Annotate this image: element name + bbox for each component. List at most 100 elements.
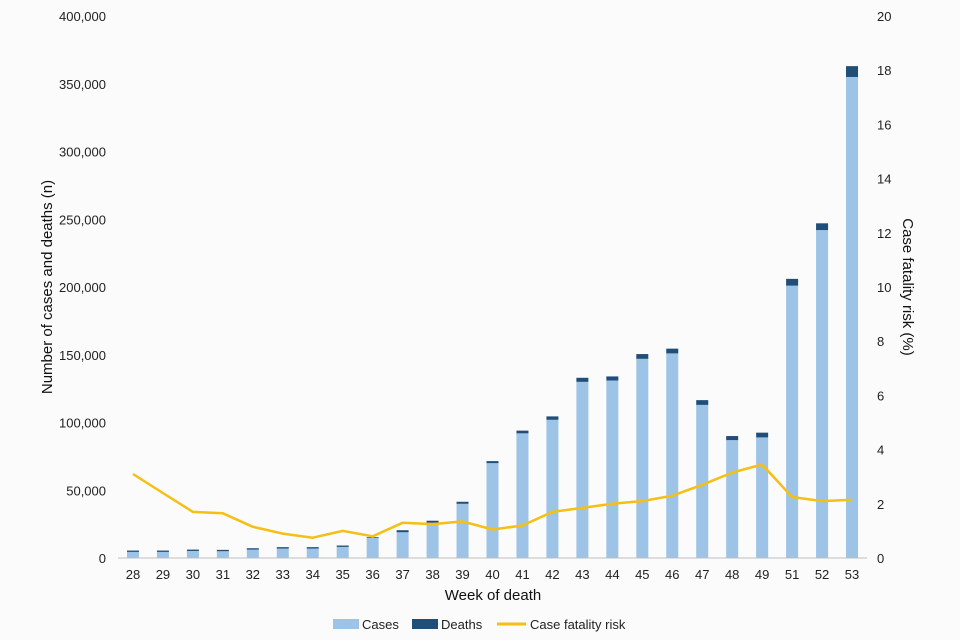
y-tick-label: 350,000 [59,77,106,92]
legend-swatch-cases [333,619,359,629]
x-axis-title: Week of death [445,587,541,604]
x-tick-label: 30 [186,567,200,582]
y-tick-label: 250,000 [59,212,106,227]
bar-cases-31 [216,551,229,558]
y-tick-label: 50,000 [66,483,106,498]
y2-tick-label: 18 [877,63,891,78]
bar-deaths-52 [816,223,829,231]
bar-deaths-30 [186,549,199,551]
x-tick-label: 38 [425,567,439,582]
y2-axis-title: Case fatality risk (%) [899,218,916,356]
x-tick-label: 39 [455,567,469,582]
y2-tick-label: 8 [877,334,884,349]
x-tick-label: 33 [276,567,290,582]
bar-deaths-43 [576,377,589,382]
x-tick-label: 37 [395,567,409,582]
bar-deaths-39 [456,501,469,504]
bar-cases-28 [126,551,139,558]
bar-cases-52 [816,230,829,558]
bar-deaths-51 [786,278,799,286]
x-tick-label: 35 [335,567,349,582]
bar-deaths-47 [696,400,709,405]
legend-label-cases: Cases [362,617,399,632]
y2-tick-label: 20 [877,9,891,24]
bar-deaths-37 [396,530,409,533]
bar-deaths-40 [486,461,499,464]
y2-tick-label: 10 [877,280,891,295]
y2-tick-label: 0 [877,551,884,566]
x-tick-label: 52 [815,567,829,582]
x-tick-label: 46 [665,567,679,582]
bar-deaths-31 [216,549,229,552]
x-tick-label: 43 [575,567,589,582]
y2-tick-label: 4 [877,443,884,458]
bar-deaths-44 [606,376,619,381]
bar-cases-41 [516,433,529,558]
bar-cases-47 [696,404,709,558]
bar-cases-42 [546,419,559,558]
y-tick-label: 0 [99,551,106,566]
bar-cases-35 [336,546,349,558]
bar-deaths-34 [306,547,319,549]
x-tick-label: 45 [635,567,649,582]
line-layer [132,463,853,539]
bar-cases-49 [756,437,769,558]
bar-cases-33 [276,548,289,558]
bar-cases-30 [186,550,199,558]
y2-tick-label: 6 [877,388,884,403]
bar-deaths-33 [276,547,289,549]
x-tick-label: 41 [515,567,529,582]
y-tick-label: 150,000 [59,348,106,363]
x-tick-label: 42 [545,567,559,582]
bar-deaths-53 [846,66,859,77]
bar-deaths-49 [756,432,769,438]
bar-deaths-35 [336,545,349,547]
bar-cases-32 [246,549,259,558]
bar-deaths-32 [246,548,259,550]
y-tick-label: 100,000 [59,416,106,431]
bar-cases-37 [396,532,409,558]
x-tick-label: 53 [845,567,859,582]
bar-deaths-42 [546,416,559,420]
y-axis-title: Number of cases and deaths (n) [39,180,56,394]
y-tick-label: 300,000 [59,145,106,160]
x-tick-label: 49 [755,567,769,582]
y-tick-label: 400,000 [59,9,106,24]
legend: Cases Deaths Case fatality risk [333,617,626,632]
bar-cases-53 [846,76,859,558]
bar-cases-29 [156,551,169,558]
bars-layer [126,66,859,558]
x-tick-label: 28 [126,567,140,582]
y2-tick-label: 16 [877,117,891,132]
y2-tick-label: 12 [877,226,891,241]
legend-label-deaths: Deaths [441,617,483,632]
bar-cases-43 [576,381,589,558]
y2-tick-label: 2 [877,497,884,512]
bar-deaths-41 [516,430,529,434]
x-tick-label: 48 [725,567,739,582]
y-tick-label: 200,000 [59,280,106,295]
bar-cases-38 [426,522,439,558]
bar-cases-36 [366,537,379,558]
y-axis-left: 0 50,000 100,000 150,000 200,000 250,000 300,0… [59,9,106,566]
bar-cases-46 [666,353,679,558]
bar-cases-40 [486,463,499,558]
bar-deaths-29 [156,550,169,552]
x-tick-label: 29 [156,567,170,582]
x-tick-label: 32 [246,567,260,582]
x-tick-label: 36 [365,567,379,582]
line-case-fatality-risk [132,463,853,539]
y-axis-right: 0 2 4 6 8 10 12 14 16 18 20 [877,9,891,566]
x-tick-label: 40 [485,567,499,582]
x-tick-label: 51 [785,567,799,582]
x-tick-label: 31 [216,567,230,582]
bar-deaths-48 [726,436,739,441]
bar-cases-45 [636,358,649,558]
bar-deaths-28 [126,550,139,552]
x-axis: 28 29 30 31 32 33 34 35 36 37 38 39 40 41 42 43 44 45 46 47… [118,557,867,582]
bar-cases-39 [456,503,469,558]
bar-deaths-46 [666,348,679,354]
legend-label-cfr: Case fatality risk [530,617,626,632]
